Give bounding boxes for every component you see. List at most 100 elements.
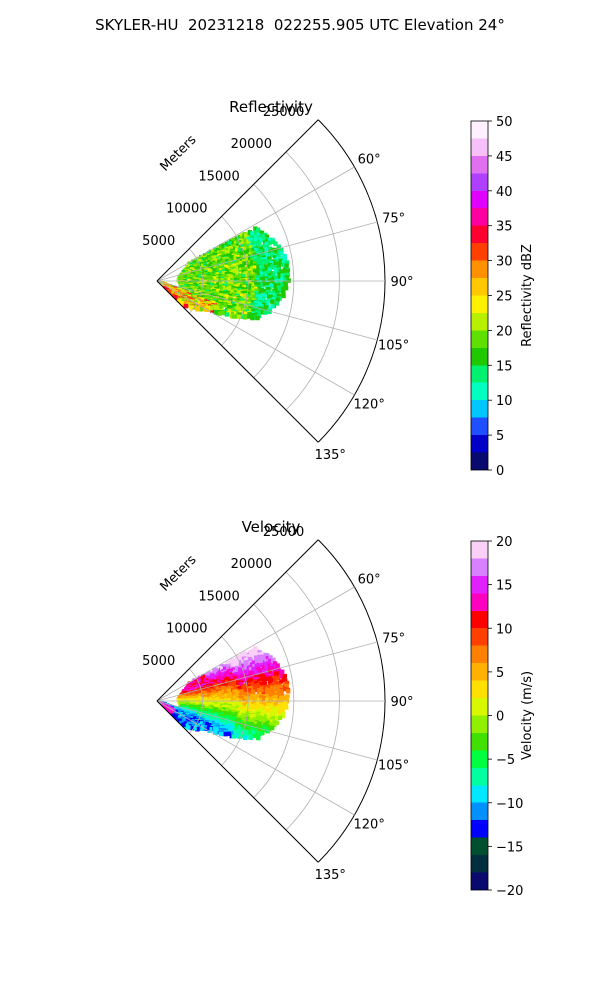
velocity-echo-cell bbox=[253, 729, 258, 735]
reflectivity-echo-cell bbox=[250, 242, 256, 247]
reflectivity-echo-cell bbox=[235, 248, 240, 253]
reflectivity-echo-cell bbox=[166, 289, 172, 295]
reflectivity-echo-cell bbox=[250, 282, 255, 287]
velocity-echo-cell bbox=[230, 726, 235, 731]
reflectivity-echo-cell bbox=[277, 272, 282, 277]
velocity-colorbar bbox=[470, 540, 489, 891]
reflectivity-echo-cell bbox=[267, 259, 272, 264]
velocity-echo-cell bbox=[260, 659, 265, 664]
reflectivity-echo-cell bbox=[238, 265, 243, 270]
reflectivity-echo-cell bbox=[279, 256, 285, 261]
velocity-echo-cell bbox=[226, 688, 232, 694]
velocity-echo-cell bbox=[284, 680, 290, 686]
reflectivity-echo-cell bbox=[211, 305, 217, 310]
velocity-echo-cell bbox=[250, 671, 256, 676]
reflectivity-echo-cell bbox=[239, 286, 244, 291]
reflectivity-echo-cell bbox=[233, 311, 238, 317]
reflectivity-echo-cell bbox=[213, 310, 219, 315]
reflectivity-colorbar-tick-label: 35 bbox=[496, 220, 513, 235]
velocity-echo-cell bbox=[262, 655, 267, 660]
reflectivity-echo-cell bbox=[264, 264, 269, 269]
velocity-echo-cell bbox=[270, 725, 275, 731]
velocity-echo-cell bbox=[249, 658, 254, 663]
velocity-echo-cell bbox=[269, 719, 275, 724]
velocity-echo-cell bbox=[268, 715, 273, 720]
velocity-echo-cell bbox=[258, 657, 263, 663]
velocity-echo-cell bbox=[256, 735, 261, 741]
velocity-echo-cell bbox=[245, 730, 250, 735]
velocity-echo-cell bbox=[255, 680, 260, 686]
velocity-echo-cell bbox=[241, 677, 247, 682]
reflectivity-echo-cell bbox=[262, 300, 268, 305]
velocity-echo-cell bbox=[255, 723, 261, 728]
velocity-echo-cell bbox=[278, 670, 284, 676]
reflectivity-echo-cell bbox=[256, 258, 262, 263]
reflectivity-echo-cell bbox=[262, 289, 268, 294]
reflectivity-echo-cell bbox=[273, 285, 279, 290]
velocity-echo-cell bbox=[273, 694, 279, 700]
velocity-echo-cell bbox=[219, 666, 225, 672]
figure-suptitle: SKYLER-HU 20231218 022255.905 UTC Elevat… bbox=[95, 16, 505, 34]
velocity-echo-cell bbox=[272, 722, 277, 728]
velocity-echo-cell bbox=[200, 712, 205, 717]
velocity-echo-cell bbox=[195, 721, 200, 726]
reflectivity-echo-cell bbox=[254, 247, 259, 253]
velocity-echo-cell bbox=[244, 657, 249, 663]
reflectivity-echo-cell bbox=[259, 233, 264, 238]
velocity-echo-cell bbox=[261, 665, 267, 670]
reflectivity-echo-cell bbox=[260, 282, 265, 287]
velocity-echo-cell bbox=[279, 679, 284, 684]
velocity-azimuth-spoke bbox=[156, 641, 378, 702]
reflectivity-echo-cell bbox=[235, 265, 241, 271]
reflectivity-echo-cell bbox=[270, 304, 275, 309]
reflectivity-echo-cell bbox=[250, 261, 255, 266]
reflectivity-echo-cell bbox=[259, 230, 265, 236]
velocity-echo-cell bbox=[227, 705, 233, 710]
reflectivity-echo-cell bbox=[234, 236, 240, 241]
velocity-radial-axis-label: Meters bbox=[158, 552, 200, 594]
reflectivity-colorbar-tick-label: 0 bbox=[496, 464, 504, 479]
velocity-echo-cell bbox=[262, 722, 267, 728]
velocity-colorbar-tick-label: −5 bbox=[496, 753, 515, 768]
velocity-echo-cell bbox=[251, 727, 257, 732]
reflectivity-colorbar-tick-label: 10 bbox=[496, 394, 513, 409]
reflectivity-echo-cell bbox=[254, 235, 259, 240]
reflectivity-echo-cell bbox=[246, 264, 252, 269]
reflectivity-echo-cell bbox=[258, 301, 264, 307]
reflectivity-angle-tick-label: 75° bbox=[382, 212, 405, 227]
velocity-colorbar-tick-label: 0 bbox=[496, 710, 504, 725]
velocity-echo-cell bbox=[245, 672, 250, 677]
reflectivity-echo-cell bbox=[267, 278, 272, 283]
velocity-echo-cell bbox=[207, 727, 213, 732]
velocity-echo-cell bbox=[265, 653, 270, 658]
velocity-echo-cell bbox=[253, 655, 259, 660]
reflectivity-echo-cell bbox=[208, 306, 213, 311]
reflectivity-echo-cell bbox=[208, 249, 214, 255]
reflectivity-echo-cell bbox=[264, 273, 270, 278]
velocity-echo-cell bbox=[262, 682, 268, 687]
velocity-echo-cell bbox=[244, 699, 250, 705]
velocity-echo-cell bbox=[243, 705, 248, 711]
velocity-echo-cell bbox=[267, 663, 273, 668]
reflectivity-radial-tick-label: 10000 bbox=[166, 202, 207, 217]
velocity-echo-cell bbox=[276, 668, 282, 673]
velocity-echo-cell bbox=[249, 721, 254, 727]
velocity-echo-cell bbox=[253, 646, 258, 651]
reflectivity-echo-cell bbox=[282, 256, 288, 262]
reflectivity-echo-cell bbox=[248, 238, 253, 243]
velocity-echo-cell bbox=[262, 687, 267, 692]
reflectivity-radial-tick-label: 20000 bbox=[231, 137, 272, 152]
velocity-echo-cell bbox=[273, 700, 279, 705]
velocity-echo-cell bbox=[255, 658, 260, 663]
reflectivity-echo-cell bbox=[279, 269, 284, 274]
reflectivity-echo-cell bbox=[253, 315, 258, 320]
velocity-echo-cell bbox=[245, 716, 250, 722]
velocity-echo-cell bbox=[259, 663, 265, 668]
velocity-echo-cell bbox=[268, 655, 273, 660]
velocity-echo-cell bbox=[267, 700, 272, 705]
velocity-echo-cell bbox=[259, 686, 265, 692]
velocity-echo-cell bbox=[256, 666, 261, 671]
reflectivity-sector-edge bbox=[156, 119, 319, 282]
reflectivity-echo-cell bbox=[226, 286, 231, 292]
velocity-echo-cell bbox=[235, 733, 240, 739]
